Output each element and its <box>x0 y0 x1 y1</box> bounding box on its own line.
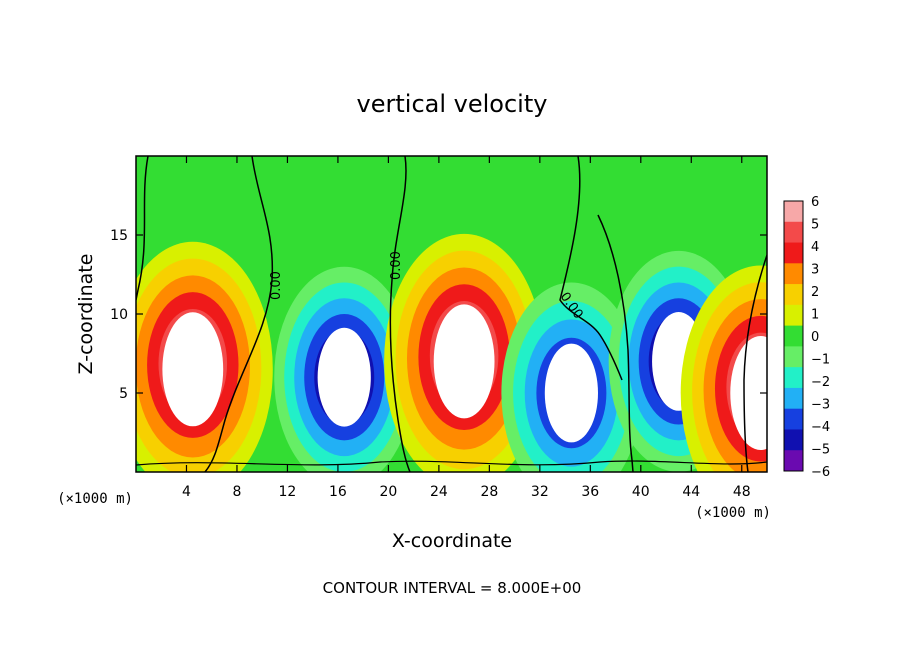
colorbar-tick-label: −5 <box>811 443 830 458</box>
contour-line <box>136 156 149 301</box>
x-tick-label: 16 <box>329 484 347 500</box>
colorbar-swatch <box>784 387 803 410</box>
velocity-field <box>136 233 767 472</box>
colorbar-swatch <box>784 304 803 327</box>
contour-line <box>136 460 767 466</box>
colorbar-swatch <box>784 450 803 472</box>
x-unit-label-left: (×1000 m) <box>57 491 133 507</box>
colorbar-frame <box>783 200 804 472</box>
colorbar-tick-label: −6 <box>811 465 830 480</box>
contour-line <box>597 214 634 472</box>
colorbar-swatch <box>784 346 803 368</box>
colorbar-swatch <box>784 408 803 430</box>
colorbar-swatch <box>784 429 803 451</box>
y-axis: 5 10 15 <box>110 228 767 402</box>
chart-title: vertical velocity <box>357 90 548 118</box>
x-tick-label: 44 <box>682 484 700 500</box>
updraft-core <box>730 336 767 450</box>
contour-label: 0.00 <box>269 271 284 300</box>
colorbar-swatch <box>784 284 803 306</box>
colorbar-swatch <box>784 221 803 244</box>
colorbar-tick-label: 6 <box>811 195 819 210</box>
colorbar: 6 5 4 3 2 1 0 −1 −2 −3 −4 −5 −6 <box>783 195 830 480</box>
x-tick-label: 12 <box>279 484 297 500</box>
updraft-core <box>433 304 495 419</box>
downdraft-core <box>317 327 371 427</box>
contour-interval-note: CONTOUR INTERVAL = 8.000E+00 <box>323 579 582 597</box>
x-tick-label: 24 <box>430 484 448 500</box>
colorbar-tick-label: −4 <box>811 420 830 435</box>
x-axis-title: X-coordinate <box>392 530 512 552</box>
x-tick-label: 32 <box>531 484 549 500</box>
contour-line <box>559 156 623 381</box>
contour-line <box>743 254 767 472</box>
colorbar-tick-label: 0 <box>811 330 819 345</box>
colorbar-tick-label: 1 <box>811 308 819 323</box>
colorbar-tick-label: 3 <box>811 263 819 278</box>
contour-label: 0.00 <box>389 251 404 280</box>
colorbar-swatch <box>784 325 803 347</box>
colorbar-tick-label: −3 <box>811 398 830 413</box>
colorbar-tick-label: 5 <box>811 218 819 233</box>
x-tick-label: 8 <box>232 484 241 500</box>
x-tick-label: 4 <box>182 484 191 500</box>
x-tick-label: 48 <box>733 484 751 500</box>
heatmap-plot-area <box>135 155 768 473</box>
contour-line <box>389 156 411 472</box>
x-axis: 4 8 12 16 20 24 28 32 36 40 44 48 <box>182 156 751 500</box>
contour-line <box>204 156 274 472</box>
colorbar-swatch <box>784 242 803 264</box>
x-tick-label: 28 <box>480 484 498 500</box>
colorbar-swatch <box>784 263 803 285</box>
colorbar-tick-label: −2 <box>811 375 830 390</box>
colorbar-tick-label: 2 <box>811 285 819 300</box>
y-tick-label: 5 <box>119 386 128 402</box>
y-tick-label: 15 <box>110 228 128 244</box>
x-tick-label: 20 <box>379 484 397 500</box>
updraft-core <box>162 312 224 427</box>
x-tick-label: 36 <box>581 484 599 500</box>
downdraft-core <box>544 343 598 443</box>
x-unit-label-right: (×1000 m) <box>695 505 771 521</box>
colorbar-swatch <box>784 367 803 389</box>
zero-contours <box>136 156 767 472</box>
x-tick-label: 40 <box>632 484 650 500</box>
y-tick-label: 10 <box>110 307 128 323</box>
colorbar-tick-label: −1 <box>811 353 830 368</box>
colorbar-swatch <box>784 201 803 223</box>
colorbar-tick-label: 4 <box>811 240 819 255</box>
y-axis-title: Z-coordinate <box>75 254 97 375</box>
